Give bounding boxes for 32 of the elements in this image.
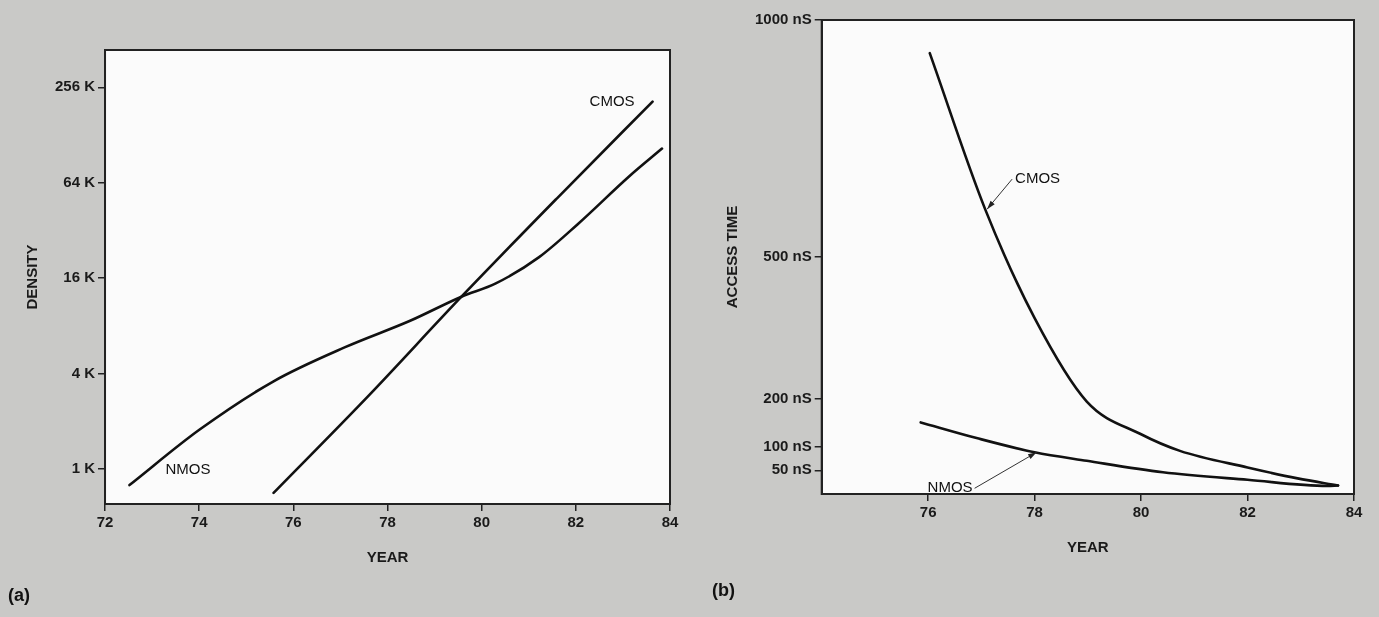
y-tick-label: 100 nS <box>763 436 812 454</box>
y-tick-label: 64 K <box>63 172 96 190</box>
series-label: NMOS <box>165 460 211 478</box>
y-tick-label: 4 K <box>71 363 96 381</box>
x-tick-label: 80 <box>1132 503 1150 521</box>
text: CMOS <box>1015 169 1061 187</box>
y-tick-label: 50 nS <box>771 460 812 478</box>
x-tick-label: 72 <box>96 513 114 531</box>
text: (b) <box>712 580 735 601</box>
y-tick-label: 1000 nS <box>754 10 812 28</box>
text: (a) <box>8 585 30 606</box>
y-tick-label: 200 nS <box>763 389 812 407</box>
x-tick-label: 84 <box>661 513 679 531</box>
y-tick-label: 16 K <box>63 268 96 286</box>
text: NMOS <box>927 478 973 496</box>
y-axis-title: DENSITY <box>23 244 41 310</box>
series-label: CMOS <box>589 91 635 109</box>
y-axis-title: ACCESS TIME <box>723 205 741 309</box>
x-tick-label: 84 <box>1345 503 1363 521</box>
x-axis-title: YEAR <box>366 548 409 566</box>
y-tick-label: 1 K <box>71 458 96 476</box>
x-tick-label: 74 <box>190 513 209 531</box>
x-tick-label: 80 <box>473 513 491 531</box>
y-tick-label: 500 nS <box>763 247 812 265</box>
x-tick-label: 82 <box>1239 503 1256 521</box>
x-tick-label: 76 <box>919 503 937 521</box>
x-tick-label: 78 <box>1026 503 1043 521</box>
x-axis-title: YEAR <box>1067 538 1109 556</box>
x-tick-label: 82 <box>567 513 585 531</box>
y-tick-label: 256 K <box>55 77 96 95</box>
x-tick-label: 78 <box>379 513 396 531</box>
x-tick-label: 76 <box>285 513 302 531</box>
